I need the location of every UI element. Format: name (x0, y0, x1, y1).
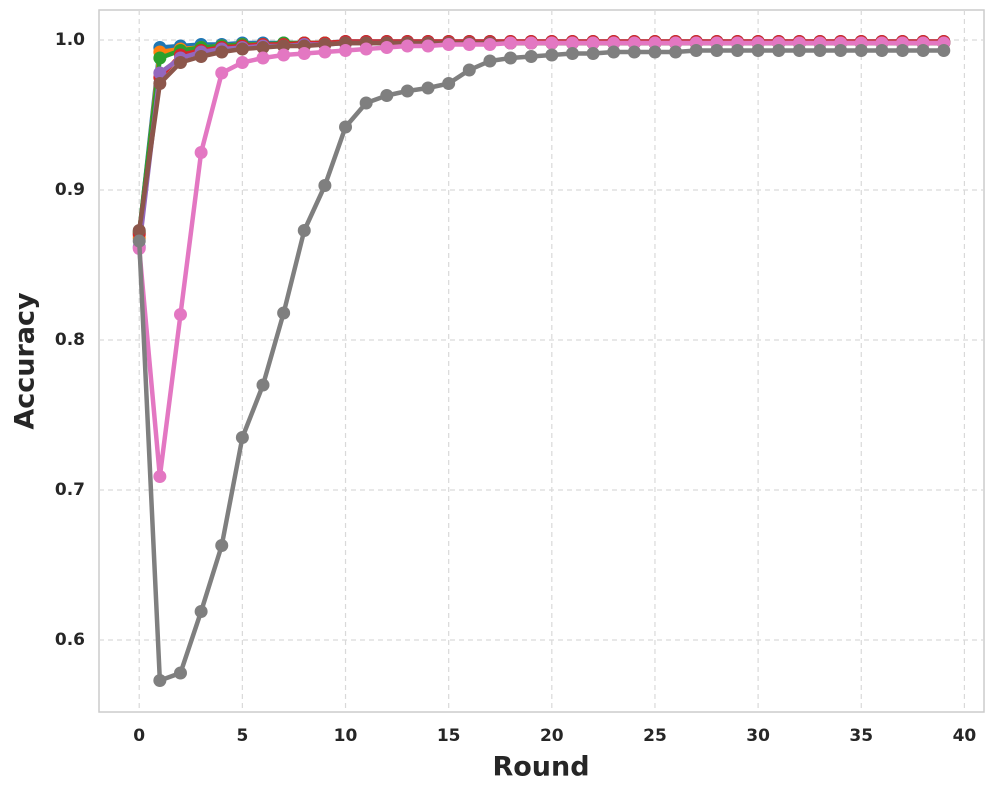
data-point (586, 36, 600, 50)
x-tick-label: 40 (953, 726, 977, 746)
x-tick-label: 25 (643, 726, 667, 746)
data-point (462, 63, 476, 77)
data-point (256, 378, 270, 392)
data-point (545, 48, 559, 62)
data-point (132, 224, 146, 237)
x-axis-label: Round (492, 752, 589, 783)
data-point (627, 36, 641, 50)
data-point (359, 96, 373, 110)
data-point (442, 38, 456, 51)
data-point (339, 120, 353, 134)
data-point (380, 89, 394, 102)
data-point (504, 36, 518, 50)
data-point (565, 47, 579, 60)
data-point (235, 56, 249, 69)
data-point (524, 50, 538, 63)
data-point (442, 77, 456, 90)
data-point (669, 36, 683, 50)
data-point (194, 146, 208, 159)
x-tick-label: 5 (236, 726, 248, 746)
x-tick-label: 30 (746, 726, 770, 746)
y-tick-label: 0.6 (55, 630, 85, 650)
data-point (359, 42, 373, 56)
data-point (380, 41, 394, 54)
data-point (318, 179, 332, 192)
data-point (297, 47, 311, 60)
data-point (153, 77, 167, 90)
data-point (545, 36, 559, 50)
data-point (607, 45, 621, 59)
data-point (504, 51, 518, 65)
data-point (215, 45, 229, 59)
data-point (421, 81, 435, 95)
data-point (710, 44, 724, 57)
data-point (153, 66, 167, 80)
data-point (483, 38, 497, 51)
data-point (772, 44, 786, 57)
data-point (421, 39, 435, 53)
data-point (400, 39, 414, 53)
data-point (607, 36, 621, 50)
data-point (173, 56, 187, 69)
data-point (400, 84, 414, 98)
data-point (277, 48, 291, 62)
data-point (235, 42, 249, 56)
data-point (256, 51, 270, 65)
data-point (277, 39, 291, 53)
data-point (896, 44, 910, 57)
data-point (792, 44, 806, 57)
data-point (669, 45, 683, 59)
data-point (277, 306, 291, 320)
data-point (194, 50, 208, 63)
data-point (483, 54, 497, 68)
data-point (215, 539, 229, 552)
data-point (153, 674, 167, 687)
data-point (854, 44, 868, 57)
y-tick-label: 0.7 (55, 480, 85, 500)
data-point (875, 44, 889, 57)
plot-frame (98, 9, 985, 713)
y-tick-label: 1.0 (55, 30, 85, 50)
data-point (648, 45, 662, 59)
data-point (648, 36, 662, 50)
y-tick-label: 0.8 (55, 330, 85, 350)
data-point (916, 44, 930, 57)
data-point (524, 36, 538, 50)
data-point (627, 45, 641, 59)
data-point (256, 41, 270, 54)
data-point (215, 66, 229, 80)
data-point (173, 308, 187, 321)
x-tick-label: 20 (540, 726, 564, 746)
data-point (194, 605, 208, 618)
data-point (751, 44, 765, 57)
y-tick-label: 0.9 (55, 180, 85, 200)
data-point (297, 224, 311, 237)
data-point (318, 45, 332, 59)
data-point (689, 44, 703, 57)
data-point (153, 51, 167, 65)
data-point (937, 44, 951, 57)
x-tick-label: 10 (334, 726, 358, 746)
data-point (834, 44, 848, 57)
series-line (136, 40, 944, 479)
data-point (235, 431, 249, 444)
data-point (730, 44, 744, 57)
x-tick-label: 15 (437, 726, 461, 746)
data-point (173, 666, 187, 680)
data-point (339, 44, 353, 57)
y-axis-label: Accuracy (10, 292, 41, 430)
data-point (586, 47, 600, 60)
x-tick-label: 35 (849, 726, 873, 746)
data-point (565, 36, 579, 50)
data-point (153, 470, 167, 483)
data-point (813, 44, 827, 57)
data-point (462, 38, 476, 51)
x-tick-label: 0 (133, 726, 145, 746)
series-line (136, 48, 944, 683)
data-point (132, 234, 146, 248)
